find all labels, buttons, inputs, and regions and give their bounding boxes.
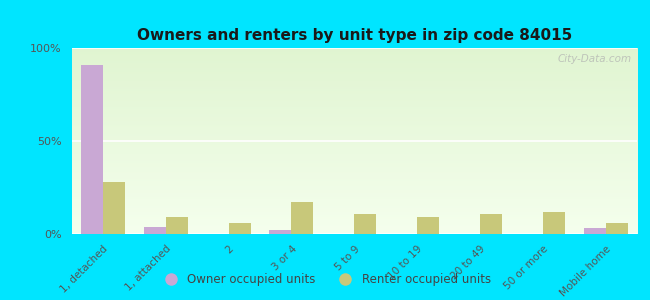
Bar: [166, 217, 188, 234]
Bar: [543, 212, 565, 234]
Bar: [291, 202, 313, 234]
Bar: [144, 226, 166, 234]
Bar: [270, 230, 291, 234]
Bar: [81, 65, 103, 234]
Bar: [417, 217, 439, 234]
Bar: [354, 214, 376, 234]
Bar: [229, 223, 250, 234]
Bar: [584, 228, 606, 234]
Text: City-Data.com: City-Data.com: [557, 54, 631, 64]
Bar: [480, 214, 502, 234]
Bar: [606, 223, 627, 234]
Bar: [103, 182, 125, 234]
Title: Owners and renters by unit type in zip code 84015: Owners and renters by unit type in zip c…: [136, 28, 572, 43]
Legend: Owner occupied units, Renter occupied units: Owner occupied units, Renter occupied un…: [154, 269, 496, 291]
